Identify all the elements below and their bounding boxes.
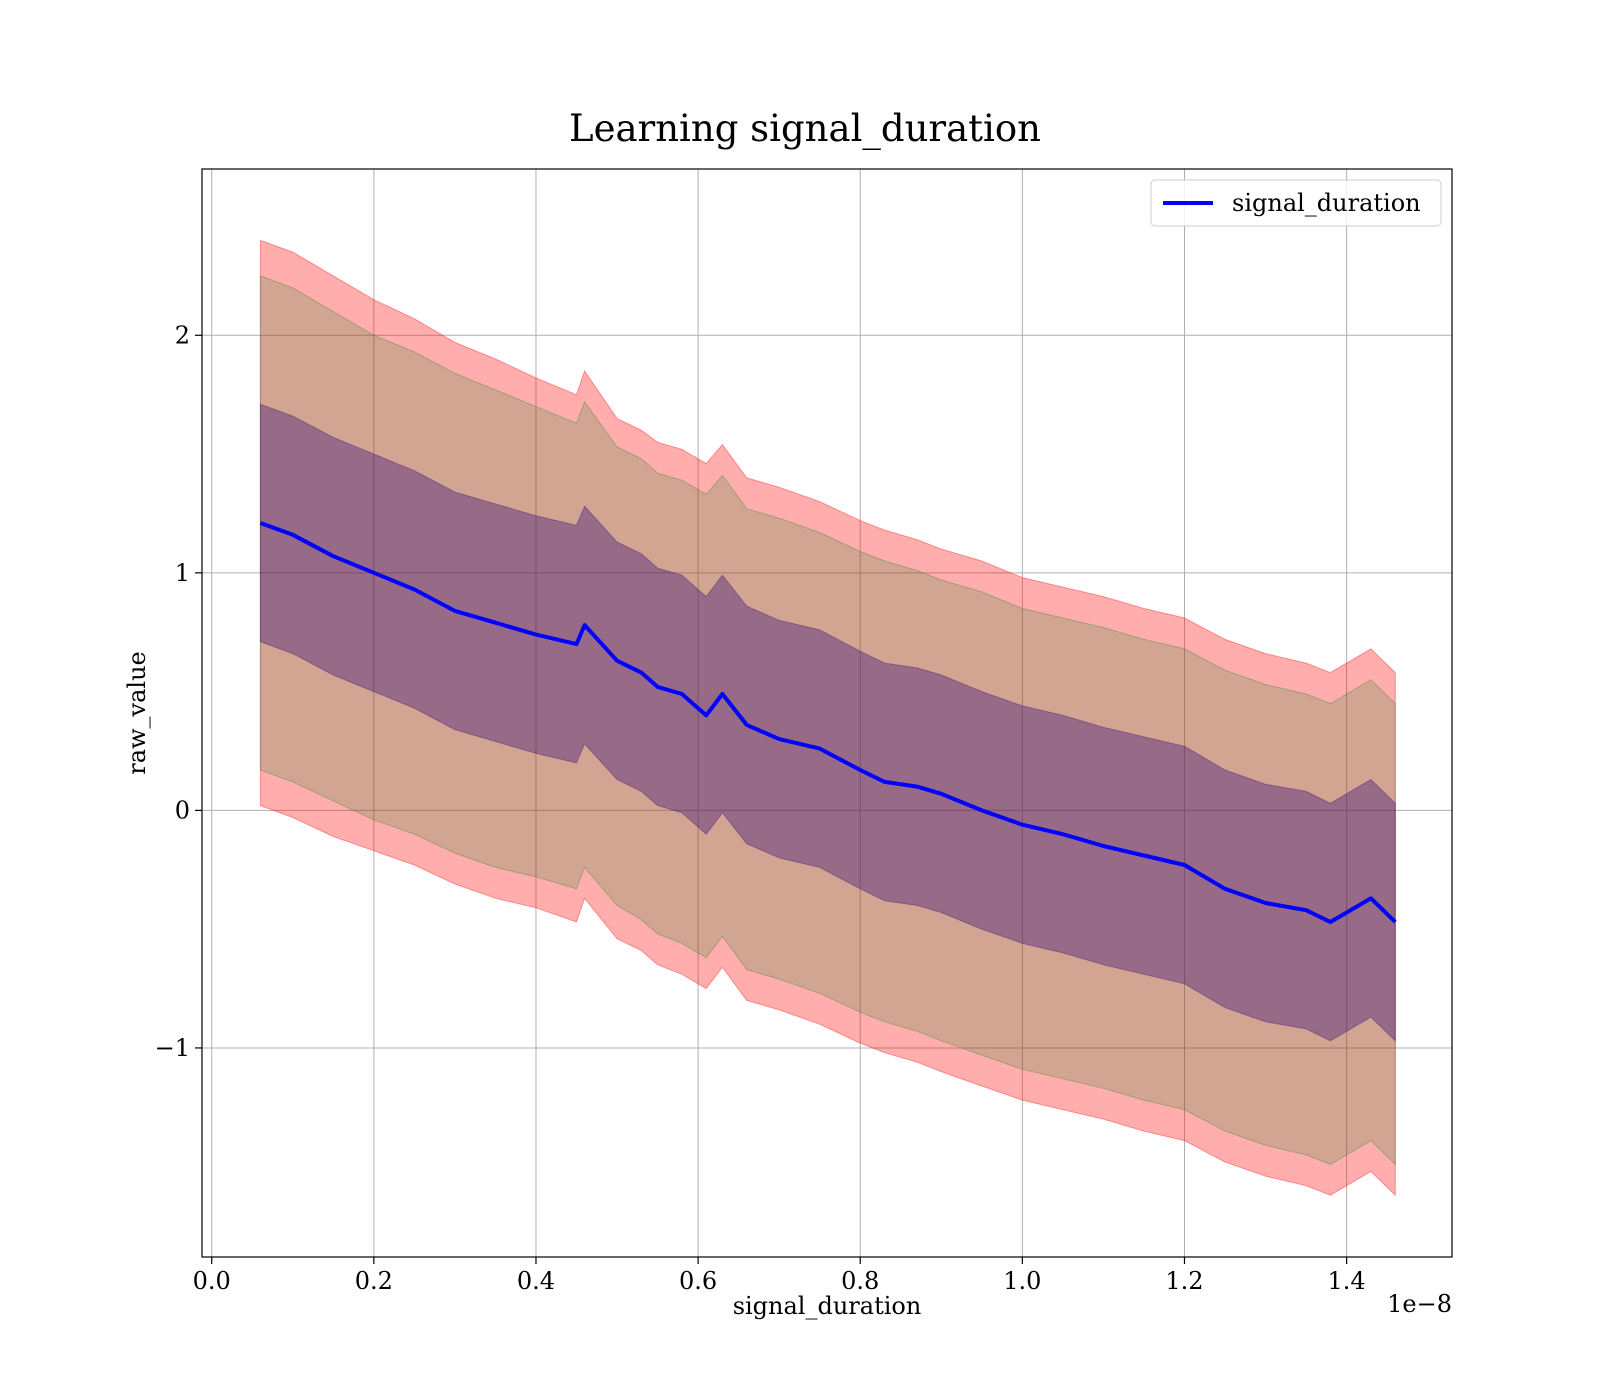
legend: signal_duration: [1150, 179, 1442, 227]
y-tick-label: 2: [175, 321, 190, 349]
y-tick-label: −1: [155, 1034, 190, 1062]
x-tick-label: 1.0: [1003, 1267, 1041, 1295]
grid: [202, 169, 1452, 1257]
legend-box: [1150, 179, 1442, 227]
chart-title: Learning signal_duration: [569, 107, 1041, 151]
y-axis-ticks: −1 0 1 2: [155, 321, 202, 1062]
y-tick-label: 0: [175, 796, 190, 824]
plot-frame: [201, 168, 1453, 1258]
x-tick-label: 0.8: [841, 1267, 879, 1295]
x-tick-label: 1.4: [1328, 1267, 1366, 1295]
confidence-bands: [259, 239, 1396, 1197]
x-tick-label: 0.2: [355, 1267, 393, 1295]
band-1: [259, 239, 1396, 1197]
band-3: [259, 403, 1396, 1042]
x-axis-offset: 1e−8: [1387, 1290, 1452, 1318]
series-lines: [259, 521, 1397, 924]
legend-label-signal-duration: signal_duration: [1232, 189, 1421, 217]
x-axis-label: signal_duration: [733, 1292, 922, 1320]
y-axis-label: raw_value: [123, 651, 151, 775]
plot-area: [202, 169, 1452, 1257]
x-tick-label: 0.6: [679, 1267, 717, 1295]
x-axis-ticks: 0.0 0.2 0.4 0.6 0.8 1.0 1.2 1.4: [193, 1257, 1366, 1295]
y-tick-label: 1: [175, 559, 190, 587]
band-2: [259, 275, 1396, 1166]
x-tick-label: 0.4: [517, 1267, 555, 1295]
series-line-signal_duration: [259, 521, 1397, 924]
x-tick-label: 1.2: [1165, 1267, 1203, 1295]
x-tick-label: 0.0: [193, 1267, 231, 1295]
